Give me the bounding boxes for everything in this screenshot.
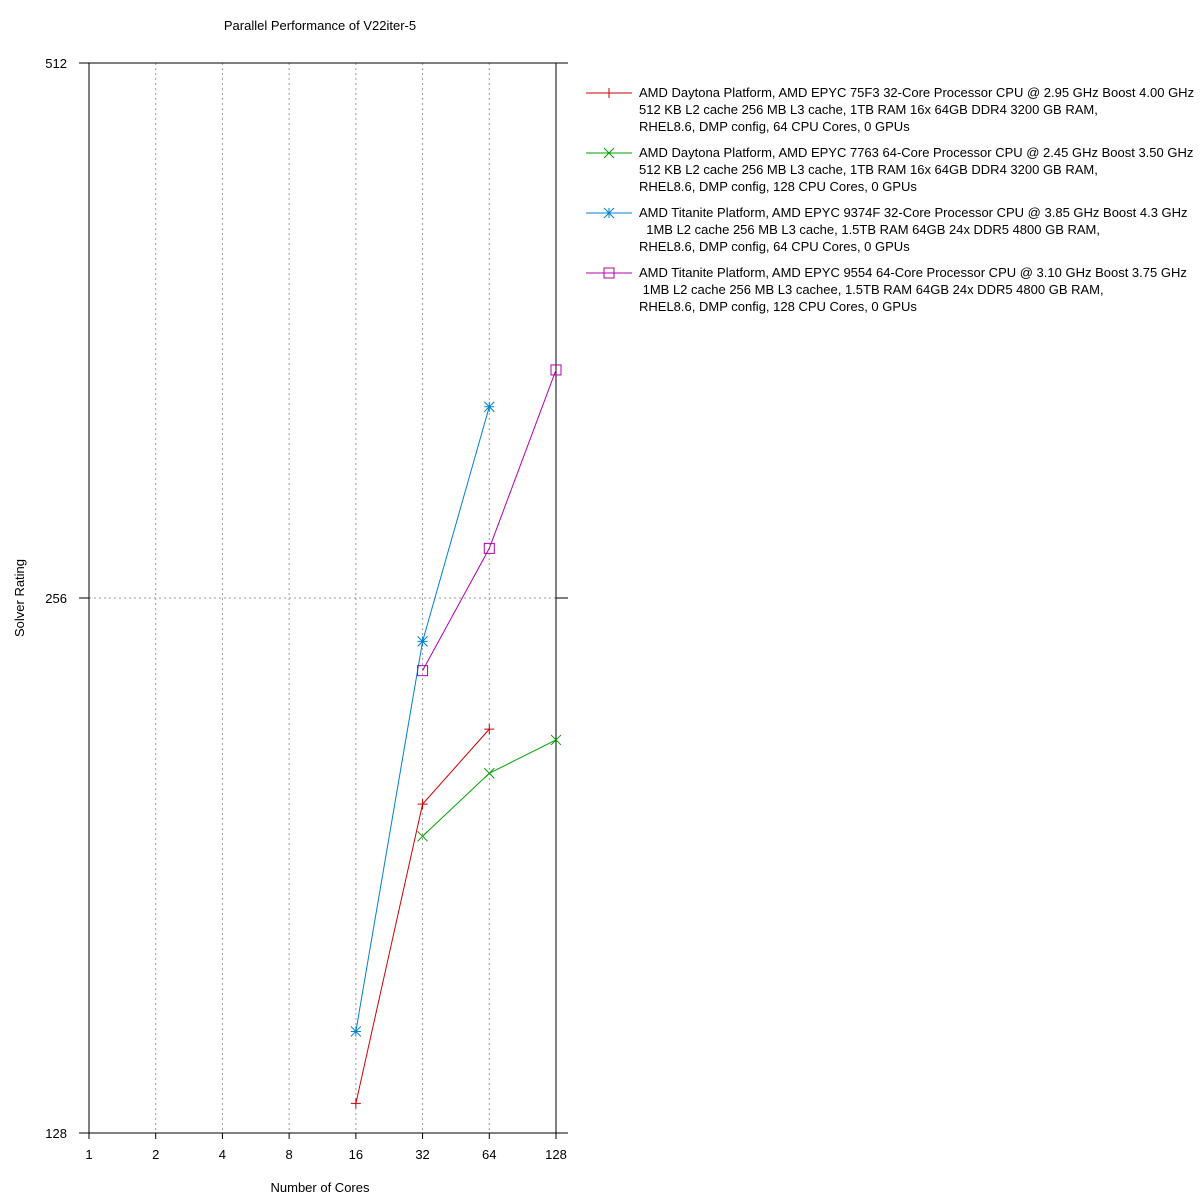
legend-label: AMD Titanite Platform, AMD EPYC 9374F 32… xyxy=(639,205,1188,254)
legend-swatch xyxy=(586,147,632,159)
series-layer xyxy=(350,364,562,1109)
legend-swatch xyxy=(586,267,632,279)
series-4 xyxy=(417,364,562,677)
legend-label: AMD Daytona Platform, AMD EPYC 75F3 32-C… xyxy=(639,85,1195,134)
series-1 xyxy=(350,724,495,1109)
legend-label: AMD Titanite Platform, AMD EPYC 9554 64-… xyxy=(639,265,1187,314)
y-tick-label: 256 xyxy=(45,591,67,606)
x-tick-label: 1 xyxy=(85,1147,92,1162)
x-tick-label: 32 xyxy=(415,1147,429,1162)
axis-ticks: 1 2 4 8 16 32 64 128 128 256 512 xyxy=(45,56,568,1162)
legend-swatch xyxy=(586,207,632,219)
data-point xyxy=(417,665,429,677)
y-axis-label: Solver Rating xyxy=(12,559,27,637)
data-point xyxy=(417,830,428,842)
x-tick-label: 128 xyxy=(545,1147,567,1162)
data-point xyxy=(603,207,615,219)
legend-swatch xyxy=(586,88,632,98)
data-point xyxy=(550,734,562,746)
data-point xyxy=(417,799,428,810)
x-tick-label: 8 xyxy=(286,1147,293,1162)
series-line xyxy=(422,369,557,671)
data-point xyxy=(603,147,615,159)
legend-entry: AMD Daytona Platform, AMD EPYC 75F3 32-C… xyxy=(586,84,1200,144)
legend-entry: AMD Titanite Platform, AMD EPYC 9554 64-… xyxy=(586,264,1200,324)
x-tick-label: 16 xyxy=(349,1147,363,1162)
data-point xyxy=(350,1026,362,1037)
data-point xyxy=(350,1098,361,1109)
series-2 xyxy=(417,734,562,842)
data-point xyxy=(604,88,614,98)
x-tick-label: 2 xyxy=(152,1147,159,1162)
data-point xyxy=(483,542,495,554)
data-point xyxy=(483,767,495,779)
legend-entry: AMD Titanite Platform, AMD EPYC 9374F 32… xyxy=(586,204,1200,264)
y-tick-label: 512 xyxy=(45,56,67,71)
series-3 xyxy=(350,401,495,1037)
legend-entry: AMD Daytona Platform, AMD EPYC 7763 64-C… xyxy=(586,144,1200,204)
x-axis-label: Number of Cores xyxy=(271,1180,370,1195)
grid-lines xyxy=(89,63,556,1133)
chart-title: Parallel Performance of V22iter-5 xyxy=(224,18,416,33)
x-tick-label: 64 xyxy=(482,1147,496,1162)
data-point xyxy=(484,724,495,735)
data-point xyxy=(483,401,495,413)
x-tick-label: 4 xyxy=(219,1147,226,1162)
legend-label: AMD Daytona Platform, AMD EPYC 7763 64-C… xyxy=(639,145,1194,194)
data-point xyxy=(550,364,562,376)
y-tick-label: 128 xyxy=(45,1126,67,1141)
data-point xyxy=(417,636,428,647)
data-point xyxy=(603,267,615,279)
legend: AMD Daytona Platform, AMD EPYC 75F3 32-C… xyxy=(586,84,1200,324)
